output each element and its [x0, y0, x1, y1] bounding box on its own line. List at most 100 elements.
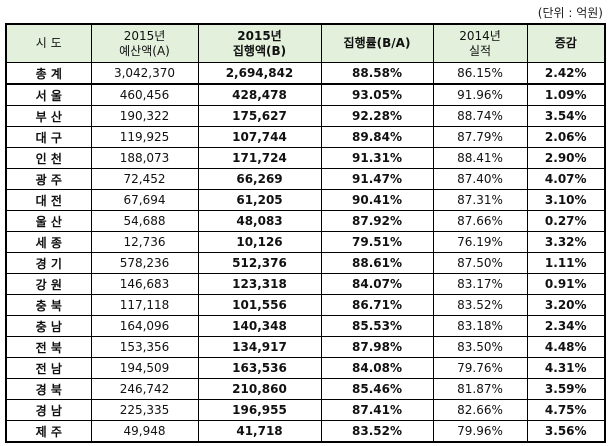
cell-region: 광 주: [5, 168, 92, 190]
cell-budget-2015: 117,118: [90, 294, 199, 316]
cell-change: 3.56%: [526, 420, 606, 443]
cell-budget-2015: 146,683: [90, 273, 199, 295]
cell-execution-rate: 79.51%: [320, 231, 434, 253]
table-row: 세 종 12,736 10,126 79.51% 76.19% 3.32%: [5, 231, 606, 253]
table-row: 울 산 54,688 48,083 87.92% 87.66% 0.27%: [5, 210, 606, 232]
cell-change: 4.75%: [526, 399, 606, 421]
cell-budget-2015: 119,925: [90, 126, 199, 148]
cell-region: 제 주: [5, 420, 92, 443]
cell-budget-2015: 246,742: [90, 378, 199, 400]
cell-budget-2015: 190,322: [90, 105, 199, 127]
cell-region: 울 산: [5, 210, 92, 232]
cell-region: 강 원: [5, 273, 92, 295]
cell-budget-2015: 194,509: [90, 357, 199, 379]
cell-change: 3.10%: [526, 189, 606, 211]
cell-region: 서 울: [5, 83, 92, 106]
cell-executed-2015: 101,556: [197, 294, 322, 316]
cell-result-2014: 83.18%: [432, 315, 528, 337]
cell-executed-2015: 123,318: [197, 273, 322, 295]
cell-executed-2015: 163,536: [197, 357, 322, 379]
table-row: 제 주 49,948 41,718 83.52% 79.96% 3.56%: [5, 420, 606, 443]
cell-budget-2015: 72,452: [90, 168, 199, 190]
cell-region: 전 북: [5, 336, 92, 358]
cell-budget-2015: 188,073: [90, 147, 199, 169]
cell-executed-2015: 10,126: [197, 231, 322, 253]
cell-execution-rate: 87.41%: [320, 399, 434, 421]
table-row: 경 북 246,742 210,860 85.46% 81.87% 3.59%: [5, 378, 606, 400]
cell-change: 2.90%: [526, 147, 606, 169]
cell-budget-2015: 225,335: [90, 399, 199, 421]
cell-execution-rate: 88.61%: [320, 252, 434, 274]
cell-change: 3.59%: [526, 378, 606, 400]
cell-execution-rate: 91.47%: [320, 168, 434, 190]
cell-result-2014: 83.50%: [432, 336, 528, 358]
table-row: 부 산 190,322 175,627 92.28% 88.74% 3.54%: [5, 105, 606, 127]
cell-result-2014: 87.31%: [432, 189, 528, 211]
cell-change: 2.06%: [526, 126, 606, 148]
table-row: 전 북 153,356 134,917 87.98% 83.50% 4.48%: [5, 336, 606, 358]
cell-executed-2015: 41,718: [197, 420, 322, 443]
cell-execution-rate: 84.08%: [320, 357, 434, 379]
cell-execution-rate: 89.84%: [320, 126, 434, 148]
cell-execution-rate: 87.92%: [320, 210, 434, 232]
budget-execution-table: 시 도 2015년 예산액(A) 2015년 집행액(B) 집행률(B/A) 2014년 실적…: [5, 23, 606, 443]
cell-result-2014: 83.17%: [432, 273, 528, 295]
cell-executed-2015: 107,744: [197, 126, 322, 148]
header-text: 집행액(B): [232, 43, 287, 58]
cell-execution-rate: 86.71%: [320, 294, 434, 316]
cell-execution-rate: 83.52%: [320, 420, 434, 443]
header-text: 시 도: [35, 36, 62, 50]
cell-region: 전 남: [5, 357, 92, 379]
cell-execution-rate: 88.58%: [320, 62, 434, 85]
unit-label: (단위 : 억원): [537, 6, 603, 20]
cell-change: 4.07%: [526, 168, 606, 190]
cell-execution-rate: 85.53%: [320, 315, 434, 337]
cell-region: 부 산: [5, 105, 92, 127]
cell-change: 3.54%: [526, 105, 606, 127]
cell-budget-2015: 164,096: [90, 315, 199, 337]
cell-executed-2015: 196,955: [197, 399, 322, 421]
header-row: 시 도 2015년 예산액(A) 2015년 집행액(B) 집행률(B/A) 2014년 실적…: [5, 23, 606, 63]
cell-result-2014: 82.66%: [432, 399, 528, 421]
cell-budget-2015: 578,236: [90, 252, 199, 274]
cell-result-2014: 79.96%: [432, 420, 528, 443]
cell-execution-rate: 91.31%: [320, 147, 434, 169]
table-row: 광 주 72,452 66,269 91.47% 87.40% 4.07%: [5, 168, 606, 190]
header-result-2014: 2014년 실적: [432, 23, 528, 63]
header-text: 증감: [554, 36, 577, 50]
header-region: 시 도: [5, 23, 92, 63]
header-text: 2014년: [459, 28, 501, 43]
cell-change: 4.48%: [526, 336, 606, 358]
cell-budget-2015: 3,042,370: [90, 62, 199, 85]
cell-budget-2015: 67,694: [90, 189, 199, 211]
cell-region: 대 구: [5, 126, 92, 148]
table-row: 대 전 67,694 61,205 90.41% 87.31% 3.10%: [5, 189, 606, 211]
cell-change: 3.20%: [526, 294, 606, 316]
header-text: 실적: [468, 43, 492, 58]
cell-execution-rate: 92.28%: [320, 105, 434, 127]
cell-execution-rate: 87.98%: [320, 336, 434, 358]
cell-region: 인 천: [5, 147, 92, 169]
cell-budget-2015: 153,356: [90, 336, 199, 358]
cell-executed-2015: 61,205: [197, 189, 322, 211]
total-row: 총 계 3,042,370 2,694,842 88.58% 86.15% 2.42%: [5, 62, 606, 85]
cell-executed-2015: 210,860: [197, 378, 322, 400]
cell-region: 경 기: [5, 252, 92, 274]
cell-result-2014: 86.15%: [432, 62, 528, 85]
cell-result-2014: 87.50%: [432, 252, 528, 274]
cell-region: 경 남: [5, 399, 92, 421]
cell-change: 2.42%: [526, 62, 606, 85]
header-text: 2015년: [237, 28, 282, 43]
cell-executed-2015: 428,478: [197, 83, 322, 106]
cell-region: 세 종: [5, 231, 92, 253]
cell-executed-2015: 171,724: [197, 147, 322, 169]
cell-result-2014: 88.41%: [432, 147, 528, 169]
cell-executed-2015: 175,627: [197, 105, 322, 127]
table-row: 충 남 164,096 140,348 85.53% 83.18% 2.34%: [5, 315, 606, 337]
cell-executed-2015: 140,348: [197, 315, 322, 337]
cell-executed-2015: 66,269: [197, 168, 322, 190]
header-budget-2015: 2015년 예산액(A): [90, 23, 199, 63]
cell-budget-2015: 12,736: [90, 231, 199, 253]
cell-change: 2.34%: [526, 315, 606, 337]
table-row: 경 남 225,335 196,955 87.41% 82.66% 4.75%: [5, 399, 606, 421]
